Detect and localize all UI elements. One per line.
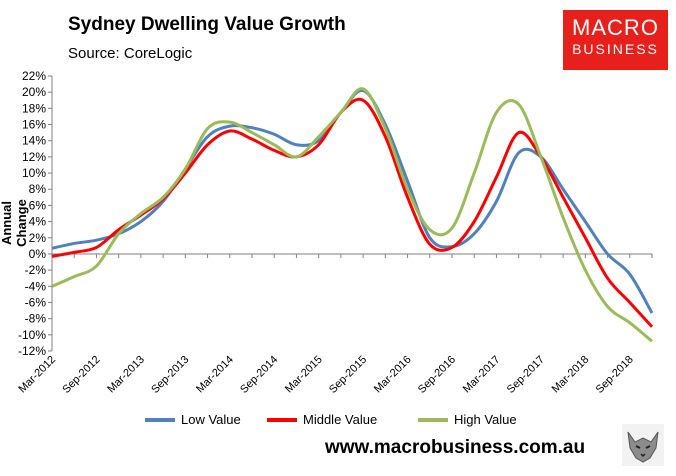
y-tick-label: 2% xyxy=(29,231,47,245)
wolf-logo-icon xyxy=(622,424,664,466)
y-tick-label: -6% xyxy=(25,295,47,309)
y-tick-label: -8% xyxy=(25,312,47,326)
legend-swatch-low-value xyxy=(145,417,175,422)
x-tick-label: Sep-2013 xyxy=(149,354,191,396)
y-tick-label: -10% xyxy=(18,328,46,342)
y-tick-label: 12% xyxy=(22,150,46,164)
brand-logo-line1: MACRO xyxy=(572,15,659,40)
chart-legend: Low Value Middle Value High Value xyxy=(0,412,676,432)
legend-label-middle-value: Middle Value xyxy=(303,412,378,427)
y-tick-label: 8% xyxy=(29,182,47,196)
x-tick-label: Mar-2015 xyxy=(283,354,325,396)
chart-source: Source: CoreLogic xyxy=(68,45,193,62)
y-tick-label: 18% xyxy=(22,101,46,115)
y-tick-label: -4% xyxy=(25,279,47,293)
legend-label-high-value: High Value xyxy=(454,412,517,427)
x-tick-label: Sep-2012 xyxy=(60,354,102,396)
legend-item-middle-value: Middle Value xyxy=(267,412,377,427)
chart-title: Sydney Dwelling Value Growth xyxy=(68,14,346,35)
y-tick-label: -12% xyxy=(18,344,46,358)
x-tick-label: Mar-2016 xyxy=(372,354,414,396)
legend-swatch-high-value xyxy=(418,417,448,422)
series-line-middle-value xyxy=(51,97,654,328)
x-tick-label: Sep-2017 xyxy=(505,354,547,396)
series-line-high-value xyxy=(51,87,653,343)
legend-item-high-value: High Value xyxy=(418,412,517,427)
x-tick-label: Sep-2016 xyxy=(416,354,458,396)
legend-item-low-value: Low Value xyxy=(145,412,241,427)
y-tick-label: 20% xyxy=(22,85,46,99)
y-tick-label: 14% xyxy=(22,134,46,148)
y-tick-label: 4% xyxy=(29,215,47,229)
y-tick-label: 0% xyxy=(29,247,47,261)
x-tick-label: Sep-2014 xyxy=(238,354,280,396)
brand-logo: MACRO BUSINESS xyxy=(563,10,668,70)
y-axis-label: Annual Change xyxy=(0,199,29,247)
brand-logo-line2: BUSINESS xyxy=(572,41,659,57)
legend-swatch-middle-value xyxy=(267,417,297,422)
y-tick-label: 6% xyxy=(29,198,47,212)
x-tick-label: Mar-2018 xyxy=(550,354,592,396)
x-tick-label: Sep-2015 xyxy=(327,354,369,396)
x-tick-label: Mar-2017 xyxy=(461,354,503,396)
x-tick-label: Mar-2012 xyxy=(16,354,58,396)
series-line-low-value xyxy=(51,89,654,314)
x-tick-label: Sep-2018 xyxy=(594,354,636,396)
y-tick-label: 16% xyxy=(22,118,46,132)
website-url: www.macrobusiness.com.au xyxy=(325,437,586,458)
legend-label-low-value: Low Value xyxy=(181,412,241,427)
x-tick-label: Mar-2014 xyxy=(194,354,236,396)
x-tick-label: Mar-2013 xyxy=(105,354,147,396)
y-tick-label: -2% xyxy=(25,263,47,277)
y-tick-label: 10% xyxy=(22,166,46,180)
y-tick-label: 22% xyxy=(22,69,46,83)
